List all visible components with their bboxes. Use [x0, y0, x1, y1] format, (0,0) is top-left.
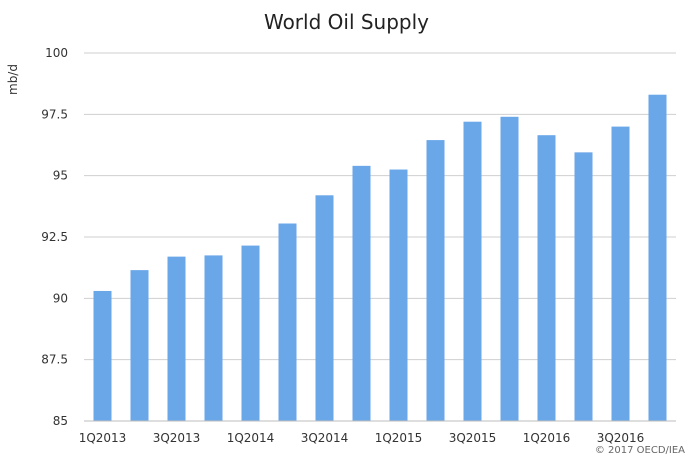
bar-1Q2014 [241, 245, 260, 421]
x-tick-label: 1Q2015 [375, 431, 423, 445]
bar-4Q2014 [352, 165, 371, 421]
bar-2Q2016 [574, 152, 593, 422]
y-tick-label: 85 [53, 414, 68, 428]
x-tick-label: 3Q2016 [597, 431, 645, 445]
bar-4Q2013 [204, 255, 223, 421]
bar-2Q2014 [278, 223, 297, 421]
x-tick-label: 1Q2016 [523, 431, 571, 445]
y-tick-label: 87.5 [41, 353, 68, 367]
x-tick-label: 1Q2013 [79, 431, 127, 445]
bar-3Q2013 [167, 256, 186, 421]
bar-3Q2016 [611, 126, 630, 421]
bar-1Q2016 [537, 135, 556, 422]
bar-1Q2013 [93, 290, 112, 421]
chart-title: World Oil Supply [263, 10, 430, 34]
bar-2Q2013 [130, 270, 149, 421]
bar-4Q2015 [500, 116, 519, 421]
y-tick-label: 100 [45, 46, 68, 60]
x-tick-label: 3Q2014 [301, 431, 349, 445]
x-tick-label: 3Q2013 [153, 431, 201, 445]
y-tick-label: 92.5 [41, 230, 68, 244]
y-tick-label: 95 [53, 169, 68, 183]
x-tick-label: 3Q2015 [449, 431, 497, 445]
copyright-credit: © 2017 OECD/IEA [594, 445, 685, 456]
bar-3Q2014 [315, 195, 334, 421]
bar-4Q2016 [648, 94, 667, 421]
bar-1Q2015 [389, 169, 408, 421]
bar-3Q2015 [463, 121, 482, 422]
x-tick-label: 1Q2014 [227, 431, 275, 445]
y-tick-label: 97.5 [41, 107, 68, 121]
bar-2Q2015 [426, 140, 445, 422]
y-tick-label: 90 [53, 291, 68, 305]
